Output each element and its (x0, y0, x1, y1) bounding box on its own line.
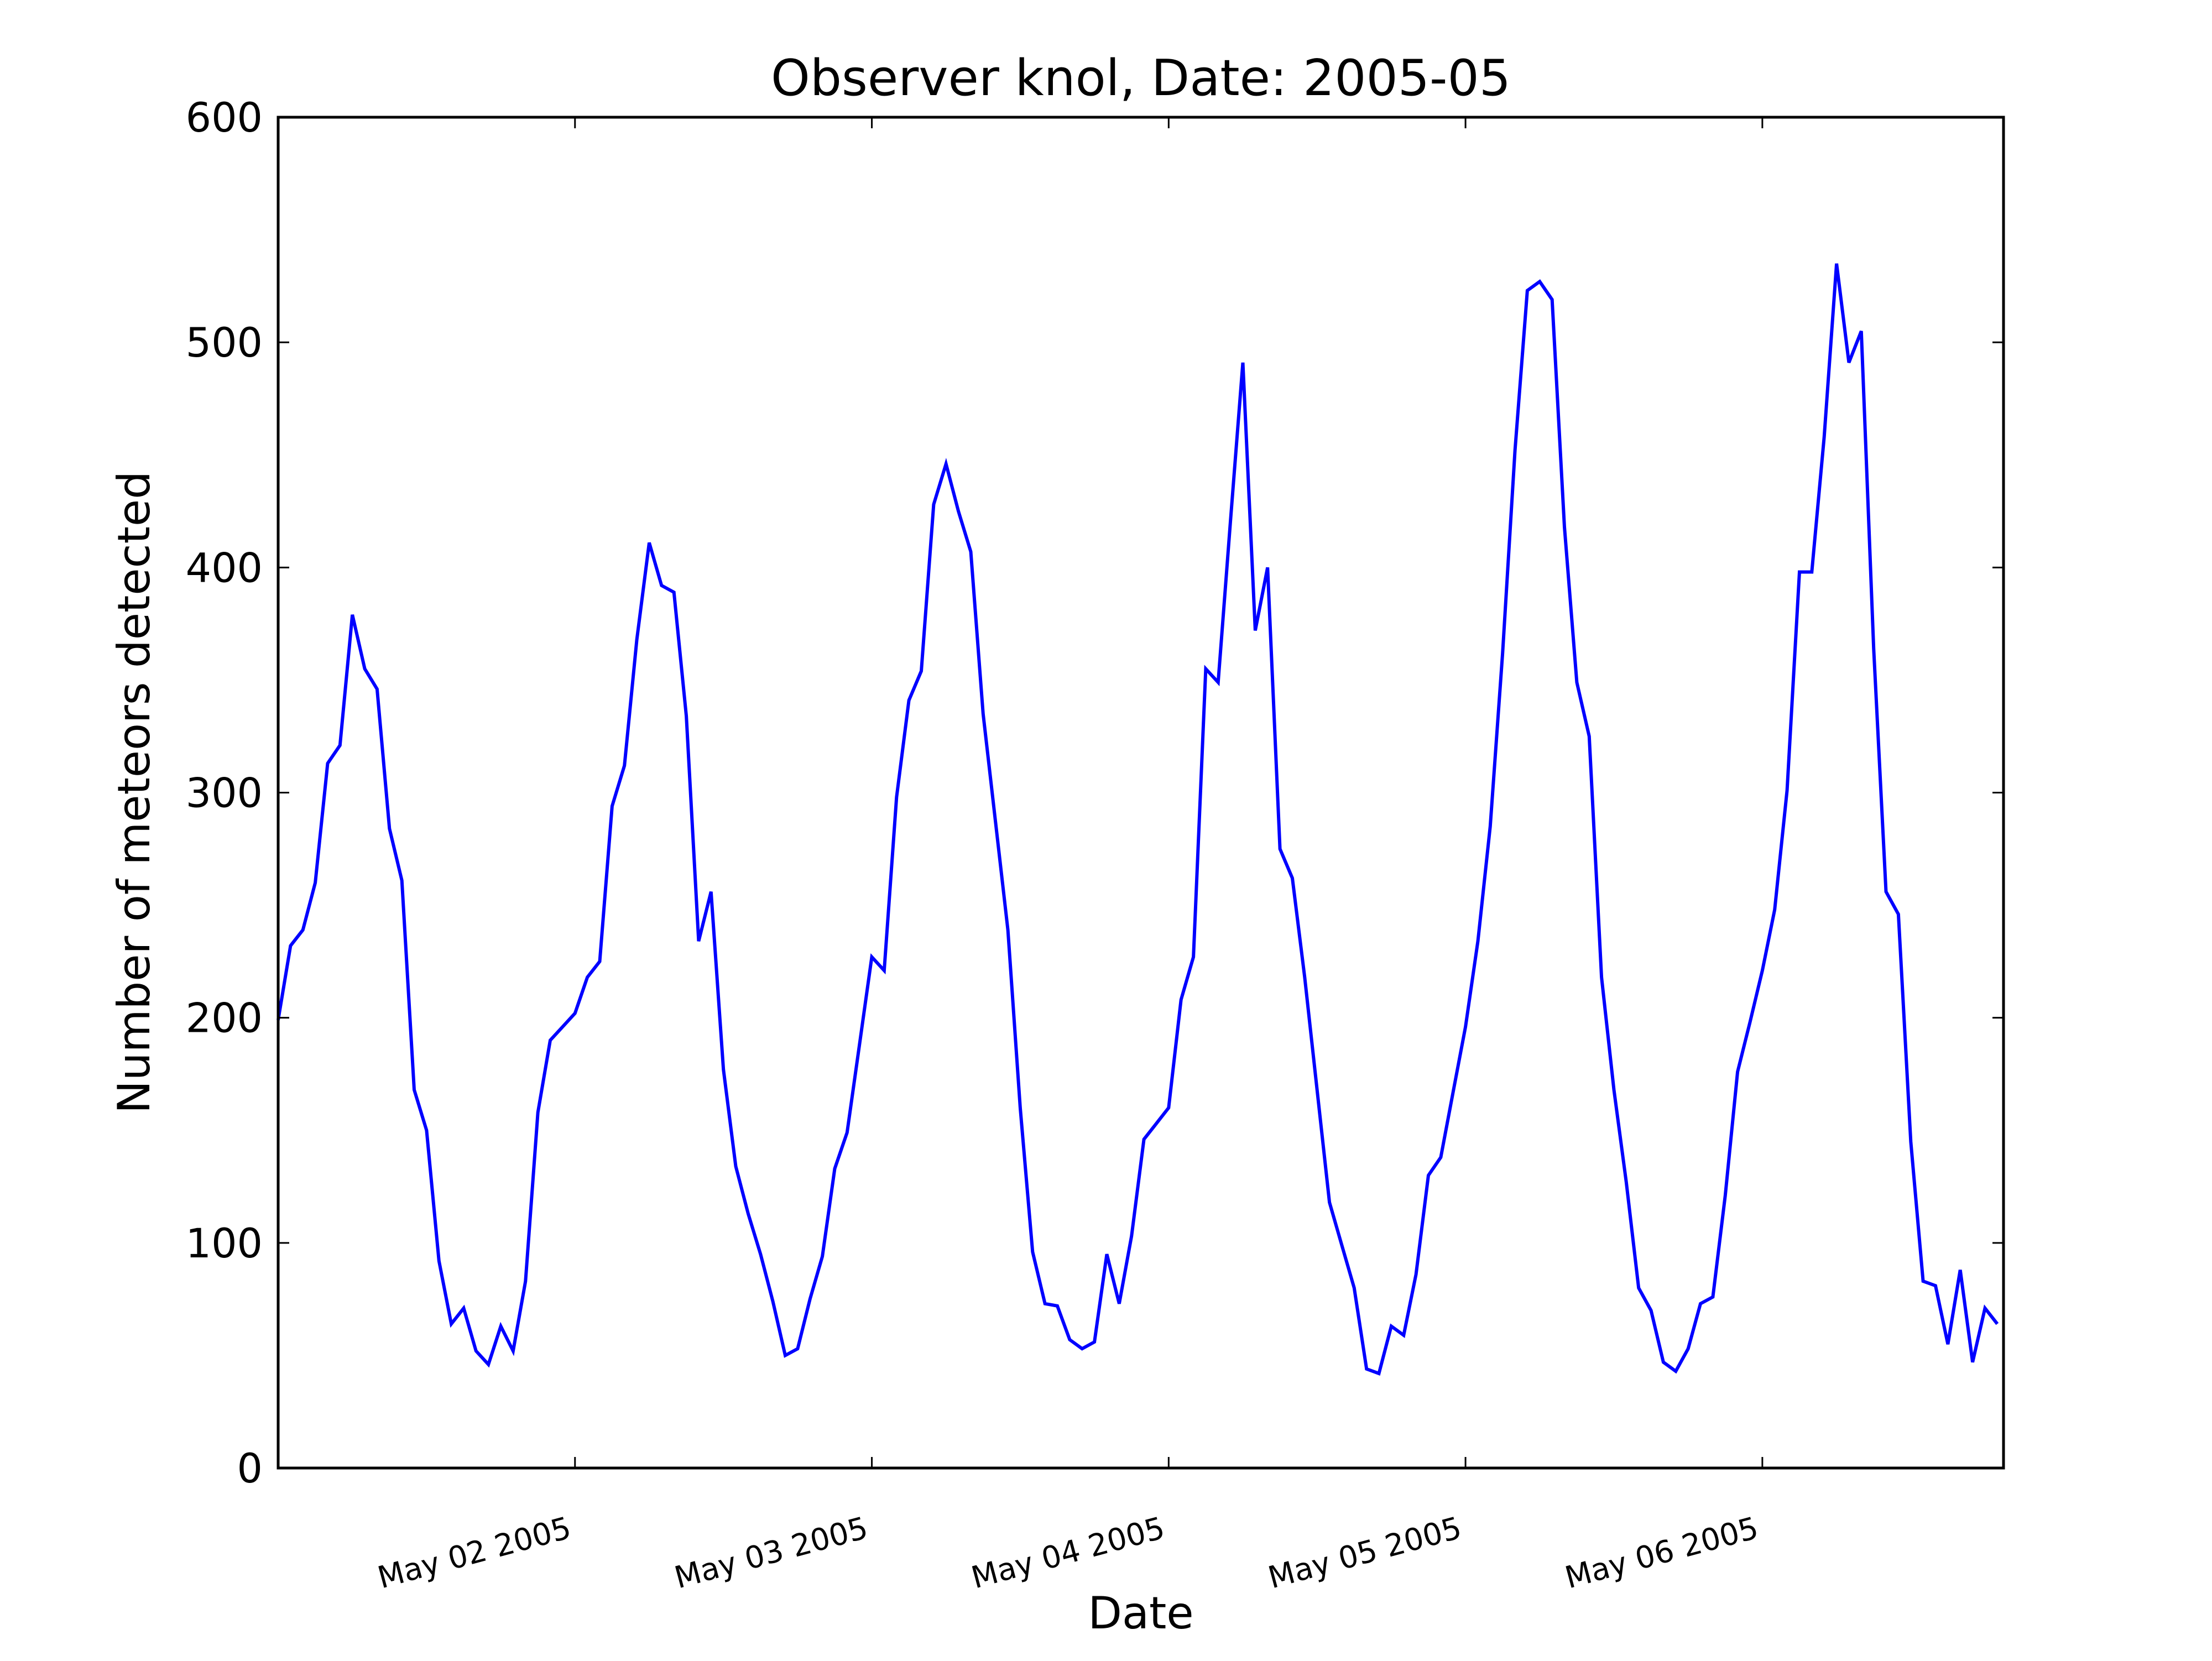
y-tick-label: 200 (186, 995, 263, 1042)
y-tick-label: 0 (237, 1445, 263, 1492)
y-axis-ticks: 0 100 200 300 400 500 600 (186, 95, 2004, 1492)
series-line-0 (276, 263, 1999, 1376)
y-tick-label: 100 (186, 1220, 263, 1267)
x-axis-label: Date (1088, 1587, 1193, 1639)
y-axis-label: Number of meteors detected (108, 471, 160, 1114)
y-tick-label: 600 (186, 95, 263, 142)
chart-title: Observer knol, Date: 2005-05 (771, 49, 1511, 107)
y-tick-label: 300 (186, 770, 263, 817)
y-tick-label: 400 (186, 545, 263, 592)
y-tick-label: 500 (186, 320, 263, 367)
